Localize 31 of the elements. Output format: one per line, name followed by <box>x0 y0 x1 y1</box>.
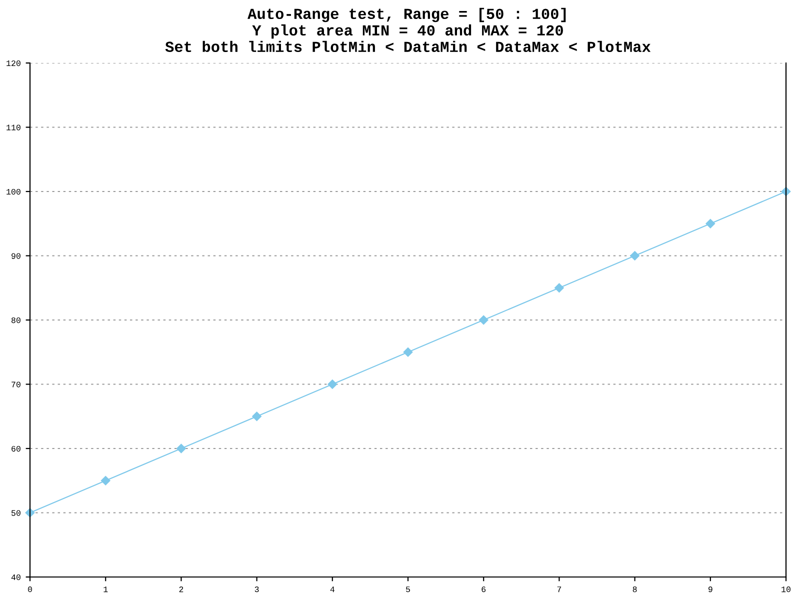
x-tick-label: 3 <box>254 586 259 592</box>
y-tick-label: 80 <box>12 317 20 324</box>
x-tick-label: 2 <box>179 586 184 592</box>
x-tick-label: 1 <box>104 586 108 592</box>
x-tick-label: 0 <box>28 586 32 592</box>
point <box>25 508 35 518</box>
point <box>252 412 262 421</box>
x-tick-label: 10 <box>782 586 790 592</box>
x-tick-label: 7 <box>557 586 562 592</box>
x-tick-label: 9 <box>708 586 712 592</box>
x-tick-label: 5 <box>406 586 410 592</box>
x-tick-label: 4 <box>330 586 334 592</box>
y-tick-label: 50 <box>11 510 20 516</box>
point <box>176 444 186 454</box>
point <box>478 315 488 325</box>
x-tick-label: 6 <box>482 586 486 592</box>
point <box>554 283 564 292</box>
y-tick-label: 90 <box>12 253 20 259</box>
point <box>706 219 716 228</box>
chart-title: Auto-Range test, Range = [50 : 100] Y plot area MIN = 40 and MAX = 120 Set both limits PlotMin < DataMin < DataMax < PlotMax <box>165 8 651 52</box>
y-tick-label: 120 <box>6 60 20 66</box>
point <box>403 348 413 357</box>
y-tick-label: 60 <box>12 446 20 452</box>
y-tick-label: 110 <box>6 124 20 130</box>
y-tick-label: 40 <box>11 574 20 580</box>
point <box>100 476 110 486</box>
point <box>630 251 640 260</box>
y-tick-label: 70 <box>12 382 20 388</box>
point <box>328 380 338 389</box>
x-tick-label: 8 <box>632 586 637 592</box>
y-tick-label: 100 <box>6 188 20 195</box>
